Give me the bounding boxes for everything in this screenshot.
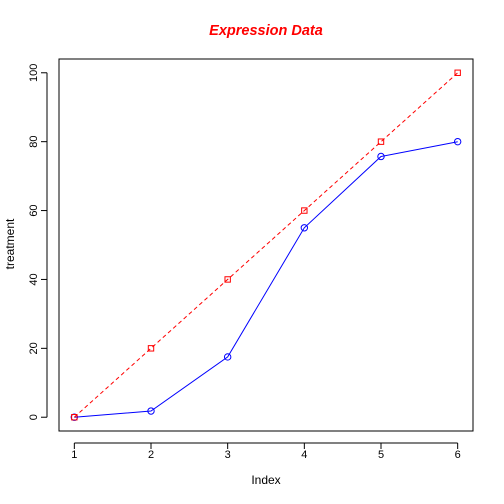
chart-title: Expression Data xyxy=(209,23,323,39)
y-tick-label: 100 xyxy=(28,64,40,82)
series-2-line xyxy=(73,72,459,418)
y-tick-label: 20 xyxy=(28,342,40,354)
series-layer xyxy=(70,69,462,421)
y-axis-title: treatment xyxy=(3,218,17,269)
series-1 xyxy=(70,137,462,421)
data-point xyxy=(377,138,385,145)
x-tick-label: 6 xyxy=(455,449,461,461)
data-point xyxy=(71,414,78,421)
x-axis: 1 2 3 4 5 6 xyxy=(71,442,461,461)
x-tick-label: 2 xyxy=(148,449,154,461)
data-point xyxy=(454,69,461,76)
data-point xyxy=(147,407,155,415)
data-point xyxy=(377,152,385,161)
series-1-line xyxy=(74,141,458,418)
y-tick-label: 60 xyxy=(28,204,40,216)
data-point xyxy=(224,276,231,283)
y-axis: 0 20 40 60 80 100 xyxy=(28,64,48,420)
data-point xyxy=(301,207,308,214)
x-tick-label: 5 xyxy=(378,449,384,461)
y-tick-label: 80 xyxy=(28,136,40,148)
series-2 xyxy=(71,69,461,421)
data-point xyxy=(223,353,232,361)
y-tick-label: 0 xyxy=(28,414,40,420)
plot-frame xyxy=(58,58,474,432)
x-tick-label: 4 xyxy=(301,449,307,461)
data-point xyxy=(300,224,309,232)
x-tick-label: 1 xyxy=(71,449,77,461)
x-axis-title: Index xyxy=(251,473,280,487)
data-point xyxy=(147,345,155,352)
data-point xyxy=(453,137,462,146)
y-tick-label: 40 xyxy=(28,273,40,285)
x-tick-label: 3 xyxy=(225,449,231,461)
